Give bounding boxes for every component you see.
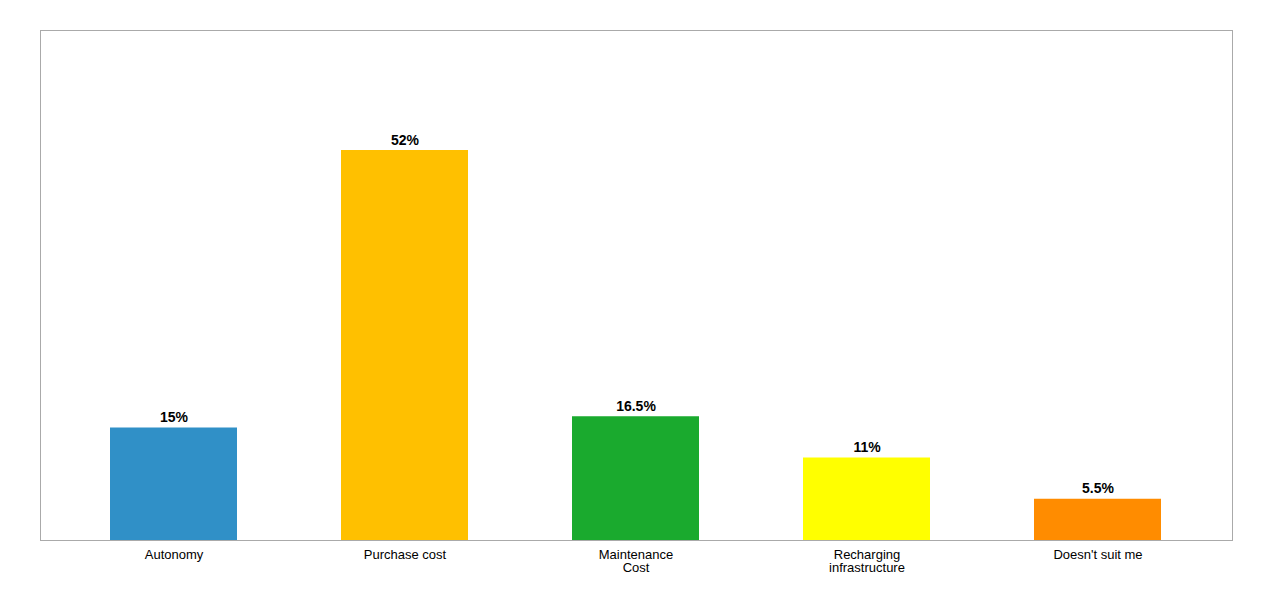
svg-text:Purchase cost: Purchase cost [364,547,447,562]
svg-text:MaintenanceCost: MaintenanceCost [599,547,673,575]
svg-text:16.5%: 16.5% [616,398,656,414]
svg-text:Autonomy: Autonomy [145,547,204,562]
svg-text:Doesn't suit me: Doesn't suit me [1053,547,1142,562]
svg-text:11%: 11% [853,439,881,455]
svg-text:5.5%: 5.5% [1082,480,1114,496]
svg-text:Recharginginfrastructure: Recharginginfrastructure [829,547,905,575]
svg-text:15%: 15% [160,409,189,425]
svg-text:52%: 52% [391,132,420,148]
